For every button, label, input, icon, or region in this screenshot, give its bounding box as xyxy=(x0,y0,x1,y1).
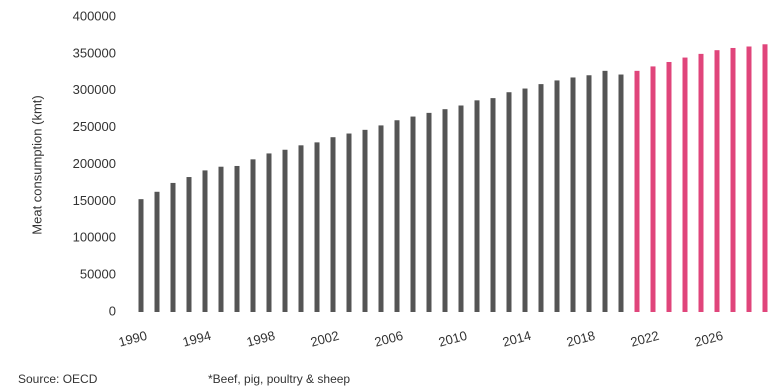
bar xyxy=(250,159,256,312)
bar xyxy=(730,47,736,312)
bar xyxy=(586,75,592,312)
bar xyxy=(602,70,608,313)
x-tick-label: 2014 xyxy=(501,328,533,350)
bar xyxy=(618,74,624,313)
y-tick-label: 400000 xyxy=(73,8,116,23)
x-tick-label: 2010 xyxy=(437,328,469,350)
bar xyxy=(634,70,640,313)
bar xyxy=(138,199,144,312)
x-tick-label: 1998 xyxy=(245,328,277,350)
bar xyxy=(202,170,208,312)
bar xyxy=(474,100,480,313)
bar xyxy=(554,80,560,312)
y-tick-label: 50000 xyxy=(80,267,116,282)
x-tick-label: 2002 xyxy=(309,328,341,350)
y-tick-label: 200000 xyxy=(73,156,116,171)
x-tick-label: 2018 xyxy=(565,328,597,350)
bar xyxy=(362,129,368,312)
y-tick-label: 150000 xyxy=(73,193,116,208)
x-tick-label: 2026 xyxy=(693,328,725,350)
bar xyxy=(746,46,752,312)
bar xyxy=(490,98,496,312)
x-tick-label: 2022 xyxy=(629,328,661,350)
y-tick-label: 300000 xyxy=(73,82,116,97)
x-tick-label: 1994 xyxy=(181,328,213,350)
bar xyxy=(234,165,240,312)
x-tick-label: 2006 xyxy=(373,328,405,350)
bar xyxy=(394,120,400,312)
bar xyxy=(650,66,656,312)
bar xyxy=(170,182,176,312)
bar xyxy=(346,133,352,312)
bar xyxy=(410,116,416,312)
bar xyxy=(442,109,448,312)
bar xyxy=(282,149,288,312)
bar xyxy=(154,191,160,312)
y-tick-label: 250000 xyxy=(73,119,116,134)
bar xyxy=(298,145,304,312)
y-tick-label: 350000 xyxy=(73,45,116,60)
bar xyxy=(330,137,336,312)
x-tick-label: 1990 xyxy=(117,328,149,350)
bar xyxy=(570,77,576,312)
bar xyxy=(378,125,384,312)
bar xyxy=(698,53,704,312)
bar xyxy=(682,57,688,312)
bar xyxy=(522,88,528,312)
footnote: *Beef, pig, poultry & sheep xyxy=(208,372,350,386)
bar xyxy=(266,153,272,312)
bar xyxy=(666,61,672,312)
bar xyxy=(506,92,512,312)
bar xyxy=(186,177,192,312)
y-axis-label: Meat consumption (kmt) xyxy=(29,95,44,234)
bar xyxy=(218,166,224,312)
source: Source: OECD xyxy=(18,372,98,386)
y-tick-label: 0 xyxy=(109,303,116,318)
y-tick-label: 100000 xyxy=(73,230,116,245)
bar xyxy=(762,44,768,312)
bar xyxy=(426,112,432,312)
bar xyxy=(314,142,320,312)
bar xyxy=(538,84,544,312)
bar xyxy=(714,50,720,312)
bar xyxy=(458,105,464,312)
